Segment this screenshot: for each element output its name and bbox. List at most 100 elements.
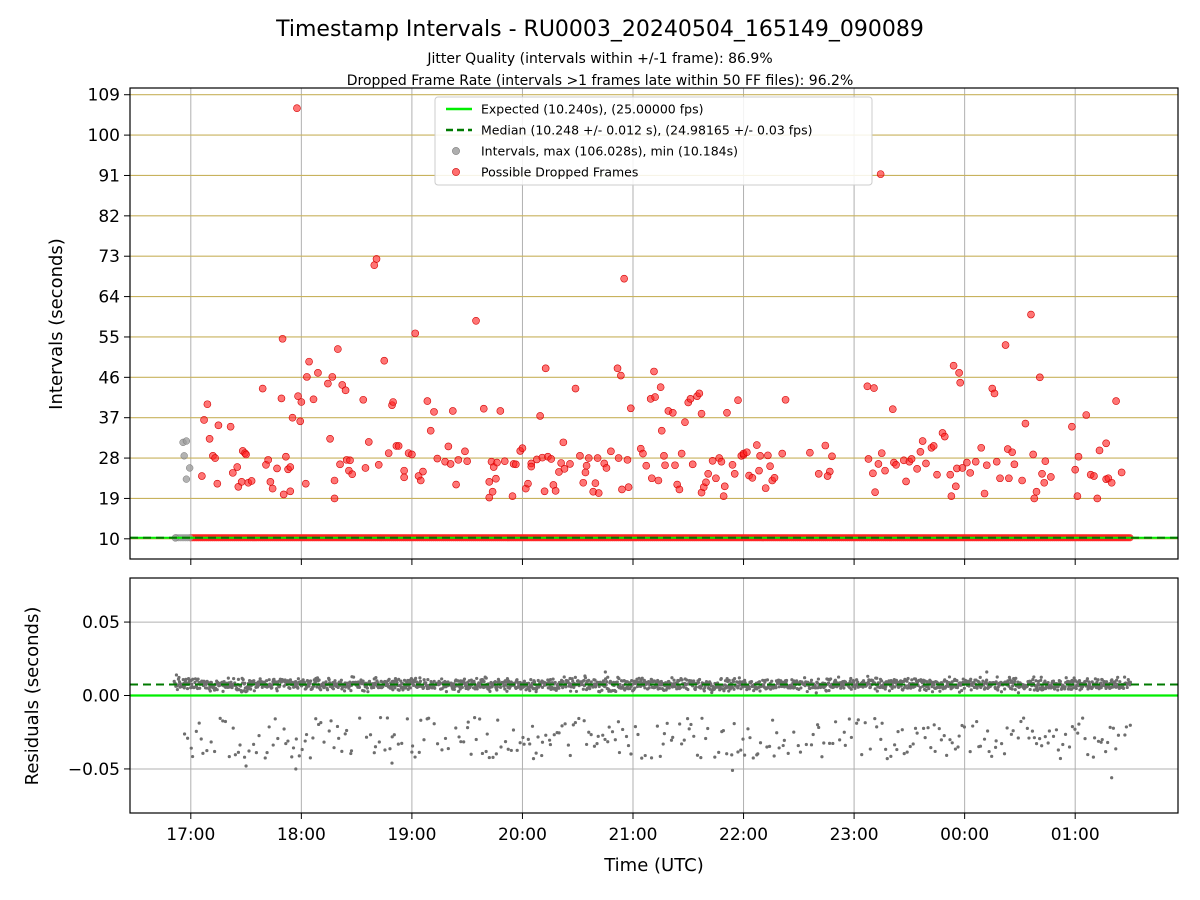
residual-point: [1040, 744, 1044, 748]
dropped-frame-point: [949, 361, 958, 370]
residual-point: [1013, 688, 1017, 692]
bottom-y-tick-label: 0.00: [82, 687, 120, 707]
residual-point: [772, 754, 776, 758]
residual-point: [349, 688, 353, 693]
residual-point: [699, 755, 703, 760]
residual-point: [1096, 678, 1100, 682]
dropped-frame-point: [864, 455, 873, 463]
residual-point: [335, 724, 340, 729]
residual-point: [488, 689, 492, 693]
residual-point: [496, 718, 500, 722]
residual-point: [297, 754, 301, 758]
residual-point: [860, 753, 864, 757]
dropped-frame-point: [559, 438, 568, 447]
residual-point: [236, 750, 241, 754]
residual-point: [402, 678, 407, 682]
x-tick-label: 20:00: [498, 825, 547, 845]
dropped-frame-point: [433, 454, 442, 463]
residual-point: [856, 718, 860, 722]
residual-point: [1009, 732, 1014, 736]
residual-point: [531, 757, 536, 761]
residual-point: [503, 740, 508, 744]
dropped-frame-point: [888, 405, 897, 413]
residual-point: [528, 689, 532, 693]
residual-point: [495, 688, 499, 692]
residual-point: [515, 678, 519, 682]
legend-dropped-label: Possible Dropped Frames: [481, 165, 638, 180]
residual-point: [731, 679, 736, 684]
residual-point: [252, 679, 256, 683]
dropped-frame-point: [1082, 411, 1091, 419]
bottom-panel-x-ticks: 17:00 18:00 19:00 20:00 21:00 22:00 23:00 00:00…: [166, 813, 1100, 845]
residual-point: [288, 678, 293, 682]
residual-point: [975, 719, 979, 724]
dropped-frame-point: [1073, 492, 1082, 501]
residual-point: [418, 676, 422, 680]
x-tick-label: 21:00: [608, 825, 657, 845]
residual-point: [405, 717, 409, 721]
residual-point: [465, 726, 470, 730]
residual-point: [522, 679, 527, 683]
dropped-frame-point: [571, 384, 580, 393]
residual-point: [475, 687, 479, 691]
interval-point: [186, 464, 194, 472]
dropped-frame-point: [584, 454, 593, 462]
residual-point: [1027, 736, 1031, 740]
residual-point: [849, 687, 853, 691]
residual-point: [893, 743, 897, 747]
dropped-frame-point: [500, 457, 509, 466]
legend-intervals-label: Intervals, max (106.028s), min (10.184s): [481, 144, 738, 159]
residual-point: [827, 741, 832, 745]
residual-point: [459, 740, 463, 744]
dropped-frame-point: [761, 484, 770, 492]
residual-point: [606, 675, 610, 679]
residual-point: [1014, 676, 1018, 680]
dropped-frame-point: [1038, 469, 1046, 478]
residual-point: [678, 722, 682, 726]
residual-point: [498, 685, 503, 689]
residual-point: [730, 753, 734, 757]
dropped-frame-point: [614, 454, 623, 462]
dropped-frame-point: [874, 460, 883, 468]
dropped-frame-point: [294, 392, 302, 400]
residual-point: [667, 686, 671, 690]
residual-point: [606, 740, 610, 744]
residual-point: [702, 689, 706, 693]
residual-point: [215, 688, 219, 692]
residual-point: [275, 689, 279, 693]
residual-point: [1106, 740, 1110, 745]
residual-point: [495, 685, 499, 689]
top-y-tick-label: 55: [98, 328, 120, 348]
residual-point: [566, 743, 570, 747]
residual-point: [896, 730, 900, 734]
residual-point: [1128, 680, 1133, 684]
residual-point: [1110, 776, 1114, 780]
residual-point: [400, 741, 404, 745]
dropped-frame-point: [309, 395, 318, 404]
dropped-frame-point: [781, 395, 790, 404]
dropped-frame-point: [591, 479, 600, 487]
residual-point: [221, 689, 225, 694]
residual-point: [571, 723, 575, 727]
residual-point: [1061, 742, 1065, 747]
residual-point: [1037, 683, 1041, 687]
residual-point: [333, 679, 337, 683]
top-panel-frame: [129, 87, 1179, 560]
residual-point: [457, 735, 461, 739]
residual-point: [732, 722, 736, 726]
residual-point: [852, 680, 856, 684]
dropped-frame-point: [205, 434, 214, 443]
residual-point: [339, 678, 343, 682]
residual-point: [1032, 675, 1036, 679]
residual-point: [233, 753, 237, 757]
residual-point: [692, 734, 696, 738]
residual-point: [247, 749, 251, 753]
residual-point: [894, 678, 899, 682]
residual-point: [190, 754, 195, 759]
residual-point: [213, 749, 217, 754]
residual-point: [196, 677, 200, 681]
dropped-frame-point: [730, 469, 739, 478]
residual-point: [827, 688, 831, 693]
residual-point: [694, 685, 698, 689]
residual-point: [909, 686, 913, 690]
